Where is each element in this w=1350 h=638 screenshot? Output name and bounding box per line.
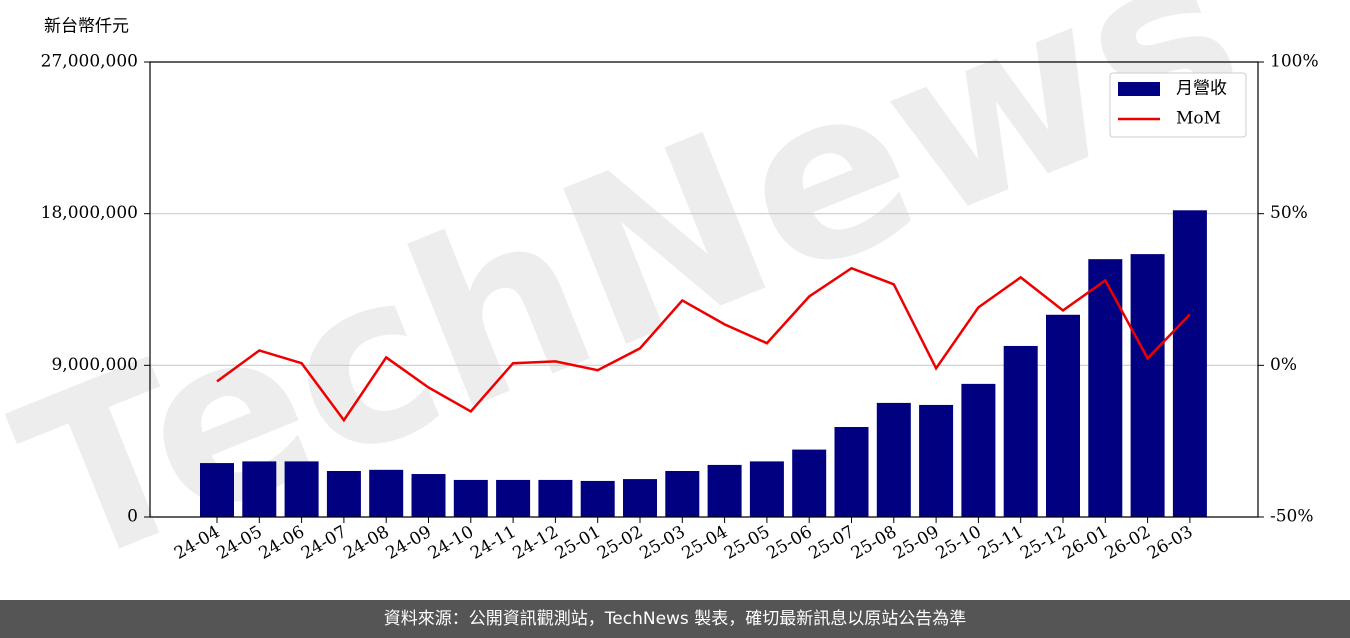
- y-tick-label: 27,000,000: [41, 52, 138, 72]
- bar: [1130, 254, 1165, 517]
- x-tick-label: 24-09: [383, 522, 435, 564]
- bar: [496, 479, 531, 517]
- bar: [792, 449, 827, 517]
- bar: [834, 427, 869, 517]
- legend-swatch: [1118, 82, 1160, 96]
- x-tick-label: 25-07: [806, 522, 858, 564]
- x-tick-label: 24-11: [467, 522, 519, 564]
- y2-tick-label: 50%: [1270, 203, 1308, 223]
- x-tick-label: 25-09: [890, 522, 942, 564]
- bar: [200, 463, 234, 517]
- x-tick-label: 25-06: [763, 522, 815, 564]
- x-tick-label: 25-01: [552, 522, 604, 564]
- legend-label: 月營收: [1176, 79, 1227, 99]
- legend-label: MoM: [1176, 109, 1221, 129]
- bar: [580, 480, 615, 517]
- x-tick-label: 25-12: [1017, 522, 1069, 564]
- y2-tick-label: 100%: [1270, 52, 1319, 72]
- plot-frame: [149, 61, 1259, 518]
- x-tick-label: 26-02: [1102, 522, 1154, 564]
- y2-tick-label: 0%: [1270, 355, 1297, 375]
- bar: [707, 464, 742, 517]
- bar: [961, 383, 996, 517]
- x-tick-label: 26-03: [1144, 522, 1196, 564]
- y2-tick-label: -50%: [1270, 507, 1314, 527]
- x-tick-label: 25-02: [594, 522, 646, 564]
- y-tick-label: 9,000,000: [51, 355, 138, 375]
- bar: [919, 404, 954, 517]
- bar: [1046, 314, 1080, 517]
- x-tick-label: 25-05: [721, 522, 773, 564]
- x-tick-label: 25-11: [975, 522, 1027, 564]
- footer: 資料來源：公開資訊觀測站，TechNews 製表，確切最新訊息以原站公告為準: [0, 600, 1350, 638]
- x-tick-label: 25-10: [932, 522, 984, 564]
- y-tick-label: 0: [127, 507, 138, 527]
- x-tick-label: 25-04: [679, 522, 731, 564]
- bar: [453, 479, 488, 517]
- bar: [665, 470, 700, 517]
- bar: [1003, 345, 1038, 517]
- x-tick-label: 24-08: [340, 522, 392, 564]
- bar: [242, 461, 277, 517]
- x-tick-label: 25-03: [636, 522, 688, 564]
- x-tick-label: 26-01: [1059, 522, 1111, 564]
- x-tick-label: 25-08: [848, 522, 900, 564]
- y-tick-label: 18,000,000: [41, 203, 138, 223]
- x-tick-label: 24-12: [509, 522, 561, 564]
- bar: [326, 470, 361, 517]
- line: [216, 266, 1191, 423]
- bar: [369, 469, 404, 517]
- chart: 新台幣仟元 TechNews09,000,00018,000,00027,000…: [0, 0, 1319, 600]
- x-tick-label: 24-10: [425, 522, 477, 564]
- bar: [623, 479, 657, 517]
- bar: [1088, 259, 1123, 517]
- y-axis-unit: 新台幣仟元: [44, 17, 129, 37]
- bar: [876, 402, 911, 517]
- bar: [411, 474, 446, 517]
- bar: [1172, 210, 1207, 517]
- bar: [749, 461, 784, 517]
- bar: [538, 479, 573, 517]
- bar: [284, 461, 319, 517]
